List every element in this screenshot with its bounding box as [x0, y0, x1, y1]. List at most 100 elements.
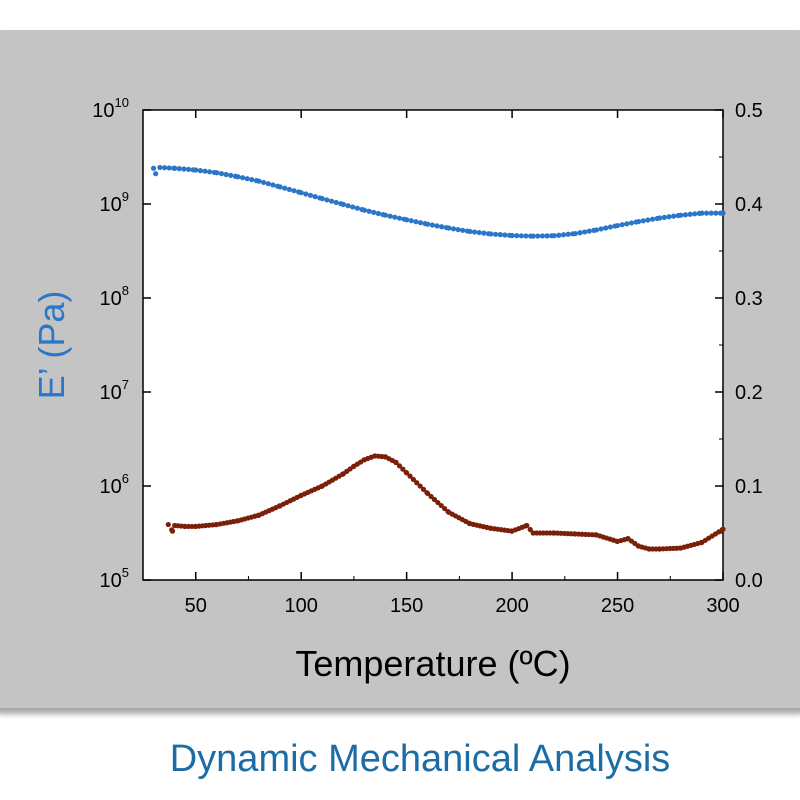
data-point [481, 230, 487, 236]
data-point [414, 480, 420, 486]
x-tick-label: 150 [390, 595, 423, 617]
data-point [678, 212, 684, 218]
data-point [429, 222, 435, 228]
data-point [598, 226, 604, 232]
data-point [560, 232, 567, 238]
data-point [166, 165, 172, 171]
data-point [551, 233, 557, 239]
data-point [471, 229, 478, 235]
data-point [514, 233, 520, 239]
data-point [692, 211, 698, 217]
data-point [228, 172, 234, 178]
x-tick-label: 250 [601, 595, 634, 617]
data-point [666, 214, 672, 220]
data-point [150, 165, 157, 171]
data-point [345, 203, 351, 209]
data-point [527, 526, 533, 533]
data-point [169, 528, 176, 534]
data-point [400, 466, 406, 472]
data-point [387, 213, 393, 219]
data-point [270, 182, 276, 188]
data-point [455, 226, 461, 233]
data-point [467, 228, 473, 235]
x-axis-title: Temperature (ºC) [295, 643, 570, 684]
data-point [671, 213, 677, 219]
data-point [235, 174, 241, 180]
data-point [328, 198, 335, 204]
data-point [282, 185, 288, 191]
data-point [396, 463, 403, 469]
x-axis: 50 100 150 200 250 300 [185, 110, 740, 617]
data-point [214, 170, 220, 176]
data-point [161, 165, 168, 171]
data-point [404, 470, 410, 476]
data-point [244, 176, 250, 182]
data-point [628, 220, 635, 226]
data-point [645, 217, 651, 223]
data-point [586, 228, 592, 234]
data-point [197, 168, 203, 174]
data-point [193, 167, 199, 173]
data-point [165, 521, 171, 528]
data-point [607, 224, 613, 230]
data-point [428, 493, 434, 500]
data-point [172, 165, 178, 171]
data-point [277, 184, 283, 190]
data-point [509, 232, 515, 239]
data-point [407, 473, 413, 479]
data-point [535, 233, 541, 239]
x-tick-label: 50 [185, 595, 207, 617]
data-point [404, 217, 410, 223]
plot-area [142, 109, 724, 581]
data-point [312, 194, 318, 200]
left-y-axis: 105 106 107 108 109 1010 [92, 95, 151, 592]
right-y-tick-label: 0.4 [735, 194, 763, 216]
data-point [720, 526, 726, 532]
data-point [661, 214, 667, 220]
data-point [361, 207, 368, 213]
left-y-axis-title: E’ (Pa) [31, 291, 72, 400]
data-point [413, 219, 419, 225]
data-point [438, 502, 444, 509]
left-y-tick-label: 108 [100, 283, 129, 310]
right-y-axis: 0.0 0.1 0.2 0.3 0.4 0.5 [715, 100, 763, 592]
data-point [539, 233, 546, 239]
right-y-tick-label: 0.1 [735, 476, 763, 498]
data-point [682, 212, 689, 218]
tan-delta-series [165, 453, 726, 552]
data-point [218, 171, 225, 177]
data-point [410, 476, 416, 483]
right-y-tick-label: 0.5 [735, 100, 763, 122]
data-point [333, 199, 339, 206]
data-point [371, 209, 377, 215]
data-point [249, 177, 255, 183]
left-y-tick-label: 107 [100, 377, 129, 404]
data-point [523, 233, 529, 239]
data-point [319, 196, 325, 202]
data-point [417, 483, 423, 489]
data-point [223, 171, 229, 178]
data-point [720, 210, 726, 216]
left-y-tick-label: 1010 [92, 95, 129, 122]
data-point [614, 222, 621, 229]
data-point [439, 224, 445, 230]
data-point [393, 459, 399, 466]
data-point [450, 226, 457, 232]
data-point [703, 210, 710, 216]
data-point [713, 210, 719, 216]
data-point [181, 166, 187, 172]
data-point [603, 225, 609, 231]
data-point [375, 210, 381, 217]
data-point [524, 522, 530, 529]
right-y-tick-label: 0.0 [735, 570, 763, 592]
data-point [497, 232, 503, 238]
data-point [382, 212, 389, 218]
data-point [649, 216, 656, 222]
data-point [544, 233, 550, 239]
data-point [488, 231, 494, 237]
data-point [354, 205, 360, 211]
data-point [185, 166, 192, 173]
data-point [687, 211, 693, 217]
data-point [408, 218, 414, 224]
data-point [556, 232, 562, 238]
